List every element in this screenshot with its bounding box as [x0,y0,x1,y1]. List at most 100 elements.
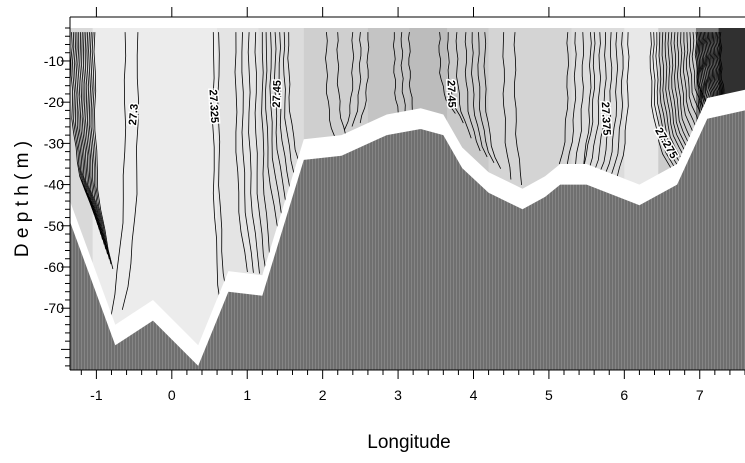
contour-line [72,32,94,211]
contour-line [79,32,100,230]
contour-line [247,32,260,274]
contour-line [471,32,488,158]
contour-label: 27.325 [207,89,221,123]
contour-line [408,32,413,111]
contour-line [615,32,630,181]
x-axis-title: Longitude [367,432,450,453]
contour-line [664,32,692,171]
contour-label: 27.375 [599,102,613,136]
contour-line [325,32,336,137]
contour-line [566,32,577,165]
contour-line [84,32,105,245]
contour-line [351,32,362,127]
y-tick-label: -50 [44,218,64,234]
contour-line [464,32,481,152]
contour-line [575,32,585,165]
contour-line [77,32,99,225]
contour-line [86,32,107,250]
contour-line [513,32,522,186]
contour-line [110,32,127,319]
contour-line [212,32,222,309]
contour-line [93,32,114,270]
contour-line [598,32,613,174]
contour-line [359,32,370,124]
y-tick-label: -10 [44,53,64,69]
contour-line [718,32,724,96]
contour-line [88,32,108,255]
contour-line [400,32,406,112]
contour-line [714,32,720,97]
x-tick-label: 2 [319,387,327,403]
contour-line [697,32,704,117]
contour-line [254,32,267,275]
contour-line [696,32,703,120]
contour-line [699,32,706,114]
contour-line [670,32,698,168]
contour-line [703,32,710,105]
y-tick-label: -60 [44,259,64,275]
y-tick-label: -20 [44,94,64,110]
contour-line [593,32,607,172]
y-tick-label: -30 [44,135,64,151]
contour-line [667,32,695,169]
y-tick-label: -70 [44,300,64,316]
contour-line [652,32,682,177]
contour-label: 27.45 [271,80,284,108]
x-tick-label: 6 [620,387,628,403]
contour-line [477,32,495,163]
contour-label: 27.45 [444,80,457,108]
contour-line [241,32,254,273]
contour-line [265,32,290,264]
contour-line [711,32,717,97]
contour-line [483,32,502,169]
seafloor [70,110,745,370]
contour-line [89,32,110,260]
contour-line [558,32,569,165]
contour-line [705,32,712,99]
contour-line [91,32,112,265]
contour-line [649,32,679,179]
contour-line [661,32,690,172]
x-tick-label: 7 [696,387,704,403]
x-tick-label: 1 [243,387,251,403]
x-tick-label: -1 [90,387,103,403]
contour-line [604,32,619,176]
contour-line [583,32,596,167]
contour-line [217,32,228,296]
contour-line [121,32,140,310]
contour-line [658,32,687,174]
contour-line [700,32,707,111]
contour-line [81,32,102,235]
contour-line [438,32,456,114]
x-tick-label: 3 [394,387,402,403]
contour-line [704,32,711,102]
x-tick-label: 0 [168,387,176,403]
contour-line [269,32,295,249]
contour-line [701,32,708,108]
contour-line [716,32,722,96]
contour-line [234,32,248,273]
contour-line [707,32,713,98]
contour-line [344,32,355,131]
contour-line [588,32,602,170]
x-tick-label: 4 [470,387,478,403]
contour-line [83,32,103,240]
y-axis-title: D e p t h ( m ) [12,141,33,257]
contour-line [712,32,718,97]
contour-line [392,32,399,114]
contour-line [709,32,716,98]
contour-line [719,32,725,96]
contour-label: 27.3 [127,103,141,125]
contour-line [70,32,92,206]
contour-line [655,32,684,176]
contour-line [609,32,624,179]
contour-line [446,32,464,124]
contour-line [336,32,347,136]
contour-line [715,32,721,97]
y-tick-label: -40 [44,177,64,193]
contour-line [75,32,97,221]
contour-line [73,32,95,216]
x-tick-label: 5 [545,387,553,403]
contour-line [273,32,299,234]
